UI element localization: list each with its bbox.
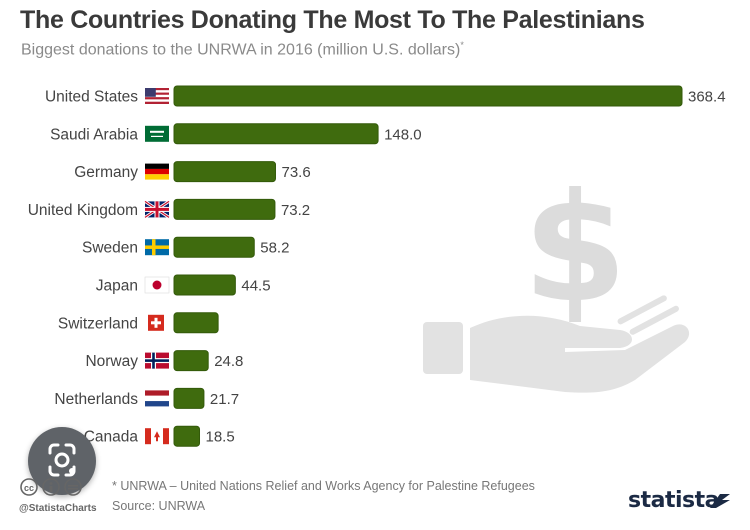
statista-logo: statista: [628, 488, 719, 513]
bar-netherlands: [173, 387, 205, 409]
flag-united-states-icon: [145, 88, 169, 104]
bar-norway: [173, 350, 209, 372]
value-label-saudi-arabia: 148.0: [384, 126, 422, 143]
flag-norway-icon: [145, 352, 169, 369]
value-label-netherlands: 21.7: [210, 391, 239, 408]
bar-sweden: [173, 236, 255, 258]
svg-text:$: $: [523, 180, 627, 336]
category-label-canada: Canada: [84, 429, 139, 446]
footnote: * UNRWA – United Nations Relief and Work…: [112, 479, 535, 493]
bar-germany: [173, 161, 276, 183]
flag-japan-icon: [144, 276, 170, 294]
category-label-sweden: Sweden: [82, 240, 138, 257]
subtitle-text: Biggest donations to the UNRWA in 2016 (…: [21, 41, 461, 59]
open-hand-icon: [423, 295, 690, 393]
bar-chart: United States Saudi Arabia Germany United K…: [28, 85, 726, 447]
category-label-united-kingdom: United Kingdom: [28, 202, 138, 219]
value-labels: 368.4 148.0 73.6 73.2 58.2 44.5 24.8 21.7 18.5: [206, 89, 726, 446]
value-label-japan: 44.5: [241, 278, 270, 295]
statista-handle: @StatistaCharts: [19, 503, 97, 514]
chart-subtitle: Biggest donations to the UNRWA in 2016 (…: [21, 40, 464, 59]
category-label-germany: Germany: [74, 164, 138, 181]
flag-saudi-arabia-icon: [145, 125, 169, 142]
value-label-sweden: 58.2: [260, 240, 289, 257]
chart-title: The Countries Donating The Most To The P…: [20, 6, 645, 34]
category-label-japan: Japan: [96, 278, 138, 295]
value-label-germany: 73.6: [281, 164, 310, 181]
category-labels: United States Saudi Arabia Germany United K…: [28, 89, 139, 446]
image-search-button[interactable]: [28, 427, 96, 495]
category-label-saudi-arabia: Saudi Arabia: [50, 126, 138, 143]
bar-canada: [173, 425, 201, 447]
value-label-canada: 18.5: [206, 429, 235, 446]
flag-united-kingdom-icon: [144, 200, 170, 219]
flag-sweden-icon: [145, 239, 169, 256]
flag-germany-icon: [145, 163, 169, 180]
category-label-norway: Norway: [85, 353, 138, 370]
svg-text:cc: cc: [24, 483, 34, 493]
value-label-united-states: 368.4: [688, 89, 726, 106]
dollar-hand-illustration: $: [423, 180, 690, 393]
subtitle-footnote-mark: *: [460, 40, 464, 50]
flag-netherlands-icon: [145, 390, 169, 407]
bar-japan: [173, 274, 236, 296]
category-label-switzerland: Switzerland: [58, 315, 138, 332]
bar-united-kingdom: [173, 198, 276, 220]
flag-canada-icon: [145, 428, 169, 445]
flag-switzerland-icon: [148, 314, 164, 331]
source-note: Source: UNRWA: [112, 499, 206, 513]
value-label-united-kingdom: 73.2: [281, 202, 310, 219]
category-label-netherlands: Netherlands: [54, 391, 138, 408]
category-label-united-states: United States: [45, 89, 138, 106]
bar-switzerland: [173, 312, 219, 334]
value-label-norway: 24.8: [214, 353, 243, 370]
statista-logo-mark: [710, 494, 730, 508]
bars: [173, 85, 683, 447]
dollar-sign-icon: $: [523, 180, 627, 336]
image-search-icon: [48, 443, 76, 477]
bar-saudi-arabia: [173, 123, 379, 145]
creative-commons-icon: cc: [20, 478, 82, 496]
country-flags: [144, 88, 170, 445]
bar-united-states: [173, 85, 683, 107]
